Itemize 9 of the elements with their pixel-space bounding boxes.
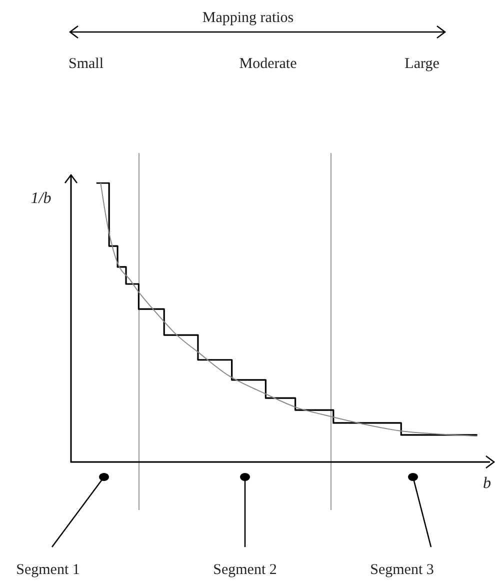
text: Segment 3 (370, 562, 434, 578)
text: Segment 2 (213, 562, 277, 578)
text: Large (404, 56, 440, 72)
text: Mapping ratios (202, 10, 294, 26)
text: Small (68, 56, 104, 72)
x-axis-title: b (483, 475, 491, 492)
y-axis-title: 1/b (30, 190, 52, 208)
text: Segment 1 (16, 562, 80, 578)
text: Moderate (239, 56, 298, 72)
